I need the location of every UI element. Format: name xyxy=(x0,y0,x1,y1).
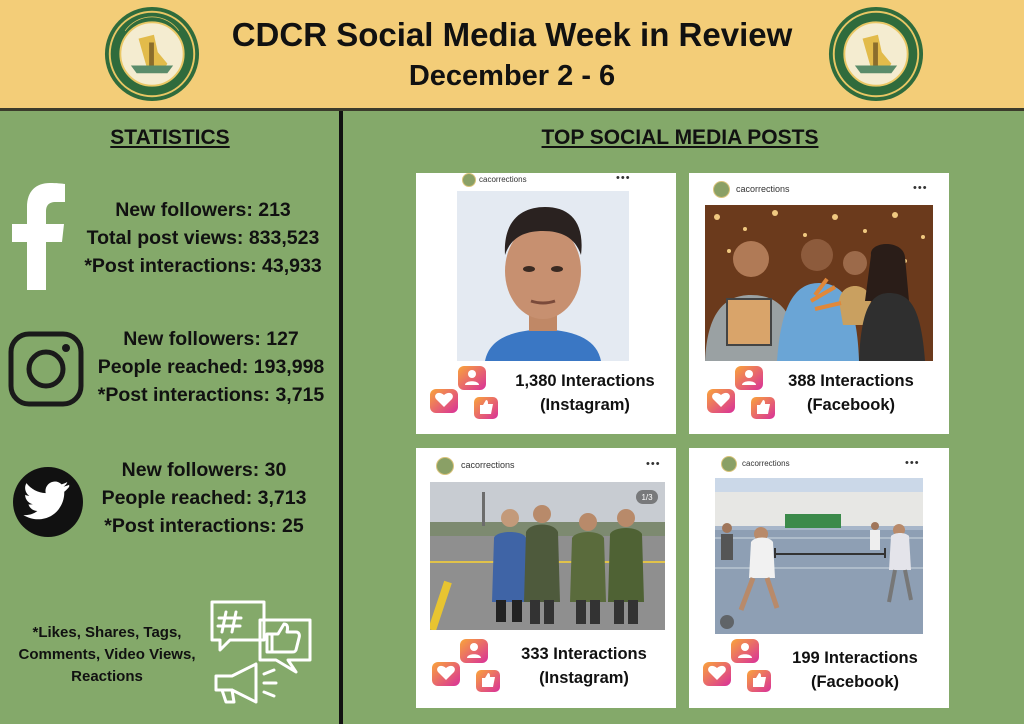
facebook-new-followers: New followers: 213 xyxy=(115,199,291,221)
post-photo xyxy=(457,191,629,361)
more-options-icon[interactable]: ••• xyxy=(905,457,920,469)
post-card[interactable]: cacorrections ••• xyxy=(689,448,949,708)
cdcr-seal-right xyxy=(828,6,924,102)
facebook-stats: New followers: 213 Total post views: 833… xyxy=(70,196,336,280)
account-avatar xyxy=(713,181,730,198)
more-options-icon[interactable]: ••• xyxy=(646,458,661,470)
interactions-count: 199 Interactions xyxy=(792,649,918,667)
header-banner: CDCR Social Media Week in Review Decembe… xyxy=(0,0,1024,111)
post-card[interactable]: cacorrections ••• 1/3 xyxy=(416,448,676,708)
account-handle[interactable]: cacorrections xyxy=(742,459,790,468)
post-photo xyxy=(705,205,933,361)
platform-label: (Facebook) xyxy=(806,396,895,414)
account-avatar xyxy=(436,457,454,475)
instagram-new-followers: New followers: 127 xyxy=(123,328,299,350)
post-photo xyxy=(715,478,923,634)
statistics-heading: STATISTICS xyxy=(110,126,230,149)
post-interactions: 199 Interactions (Facebook) xyxy=(773,646,937,694)
more-options-icon[interactable]: ••• xyxy=(913,182,928,194)
cdcr-seal-left xyxy=(104,6,200,102)
reaction-badges-icon xyxy=(707,366,775,419)
account-avatar xyxy=(721,456,737,472)
column-divider xyxy=(339,111,343,724)
carousel-counter: 1/3 xyxy=(641,493,653,502)
platform-label: (Instagram) xyxy=(540,396,630,414)
twitter-people-reached: People reached: 3,713 xyxy=(101,487,307,509)
account-avatar xyxy=(462,173,476,187)
interactions-count: 1,380 Interactions xyxy=(515,372,655,390)
facebook-icon xyxy=(12,183,65,290)
instagram-people-reached: People reached: 193,998 xyxy=(97,356,325,378)
more-options-icon[interactable]: ••• xyxy=(616,172,631,184)
post-interactions: 388 Interactions (Facebook) xyxy=(771,369,931,417)
instagram-post-interactions: *Post interactions: 3,715 xyxy=(97,384,325,406)
twitter-new-followers: New followers: 30 xyxy=(121,459,287,481)
footnote: *Likes, Shares, Tags, Comments, Video Vi… xyxy=(18,624,196,685)
posts-heading: TOP SOCIAL MEDIA POSTS xyxy=(541,126,819,149)
post-interactions: 1,380 Interactions (Instagram) xyxy=(500,369,670,417)
twitter-stats: New followers: 30 People reached: 3,713 … xyxy=(84,456,324,540)
platform-label: (Instagram) xyxy=(539,669,629,687)
twitter-post-interactions: *Post interactions: 25 xyxy=(104,515,304,537)
account-handle[interactable]: cacorrections xyxy=(736,184,790,194)
interactions-count: 388 Interactions xyxy=(788,372,914,390)
reaction-badges-icon xyxy=(432,639,500,692)
facebook-post-interactions: *Post interactions: 43,933 xyxy=(84,255,322,277)
page-subtitle: December 2 - 6 xyxy=(408,60,616,92)
post-card[interactable]: cacorrections ••• 1,380 Interactions (In… xyxy=(416,172,676,434)
account-handle[interactable]: cacorrections xyxy=(479,175,527,184)
instagram-icon xyxy=(8,331,84,407)
instagram-stats: New followers: 127 People reached: 193,9… xyxy=(82,325,340,409)
post-photo: 1/3 xyxy=(430,482,665,630)
page-title: CDCR Social Media Week in Review xyxy=(231,16,793,53)
facebook-post-views: Total post views: 833,523 xyxy=(86,227,320,249)
platform-label: (Facebook) xyxy=(810,673,899,691)
post-interactions: 333 Interactions (Instagram) xyxy=(502,642,666,690)
account-handle[interactable]: cacorrections xyxy=(461,460,515,470)
social-chat-icon xyxy=(210,600,312,704)
reaction-badges-icon xyxy=(430,366,498,419)
twitter-icon xyxy=(13,467,83,537)
reaction-badges-icon xyxy=(703,639,771,692)
post-card[interactable]: cacorrections ••• xyxy=(689,173,949,434)
interactions-count: 333 Interactions xyxy=(521,645,647,663)
